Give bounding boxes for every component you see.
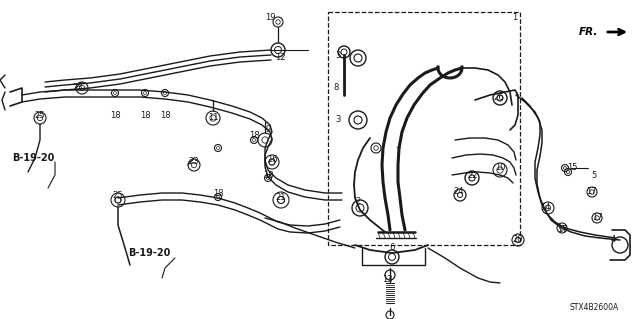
Text: 3: 3 bbox=[335, 50, 340, 60]
Text: B-19-20: B-19-20 bbox=[128, 248, 170, 258]
Text: 25: 25 bbox=[113, 190, 124, 199]
Text: 26: 26 bbox=[493, 93, 504, 102]
Text: FR.: FR. bbox=[579, 27, 598, 37]
Text: 16: 16 bbox=[267, 155, 277, 165]
Text: 1: 1 bbox=[513, 13, 518, 23]
Text: STX4B2600A: STX4B2600A bbox=[570, 303, 620, 313]
Text: 3: 3 bbox=[335, 115, 340, 124]
Text: 25: 25 bbox=[35, 110, 45, 120]
Text: 21: 21 bbox=[276, 194, 286, 203]
Text: 19: 19 bbox=[265, 13, 275, 23]
Text: 2: 2 bbox=[355, 197, 360, 206]
Text: 12: 12 bbox=[275, 54, 285, 63]
Text: 9: 9 bbox=[266, 125, 271, 135]
Text: 18: 18 bbox=[109, 110, 120, 120]
Text: 18: 18 bbox=[160, 110, 170, 120]
Text: B-19-20: B-19-20 bbox=[12, 153, 54, 163]
Text: 5: 5 bbox=[591, 170, 596, 180]
Text: 6: 6 bbox=[389, 243, 395, 253]
Text: 10: 10 bbox=[495, 164, 505, 173]
Text: 17: 17 bbox=[586, 188, 596, 197]
Text: 18: 18 bbox=[212, 189, 223, 197]
Text: 15: 15 bbox=[567, 164, 577, 173]
Text: 4: 4 bbox=[611, 235, 616, 244]
Text: 23: 23 bbox=[189, 158, 199, 167]
Text: 18: 18 bbox=[249, 130, 259, 139]
Text: 23: 23 bbox=[73, 84, 83, 93]
Text: 24: 24 bbox=[454, 188, 464, 197]
Text: 20: 20 bbox=[513, 235, 524, 244]
Text: 8: 8 bbox=[333, 84, 339, 93]
Text: 22: 22 bbox=[468, 170, 478, 180]
Text: 17: 17 bbox=[592, 213, 602, 222]
Bar bbox=[328, 12, 520, 245]
Text: 18: 18 bbox=[140, 110, 150, 120]
Text: 18: 18 bbox=[262, 170, 273, 180]
Text: 14: 14 bbox=[540, 204, 550, 212]
Text: 11: 11 bbox=[208, 114, 218, 122]
Text: 17: 17 bbox=[557, 226, 567, 234]
Text: 7: 7 bbox=[396, 147, 401, 157]
Text: 13: 13 bbox=[381, 276, 392, 285]
